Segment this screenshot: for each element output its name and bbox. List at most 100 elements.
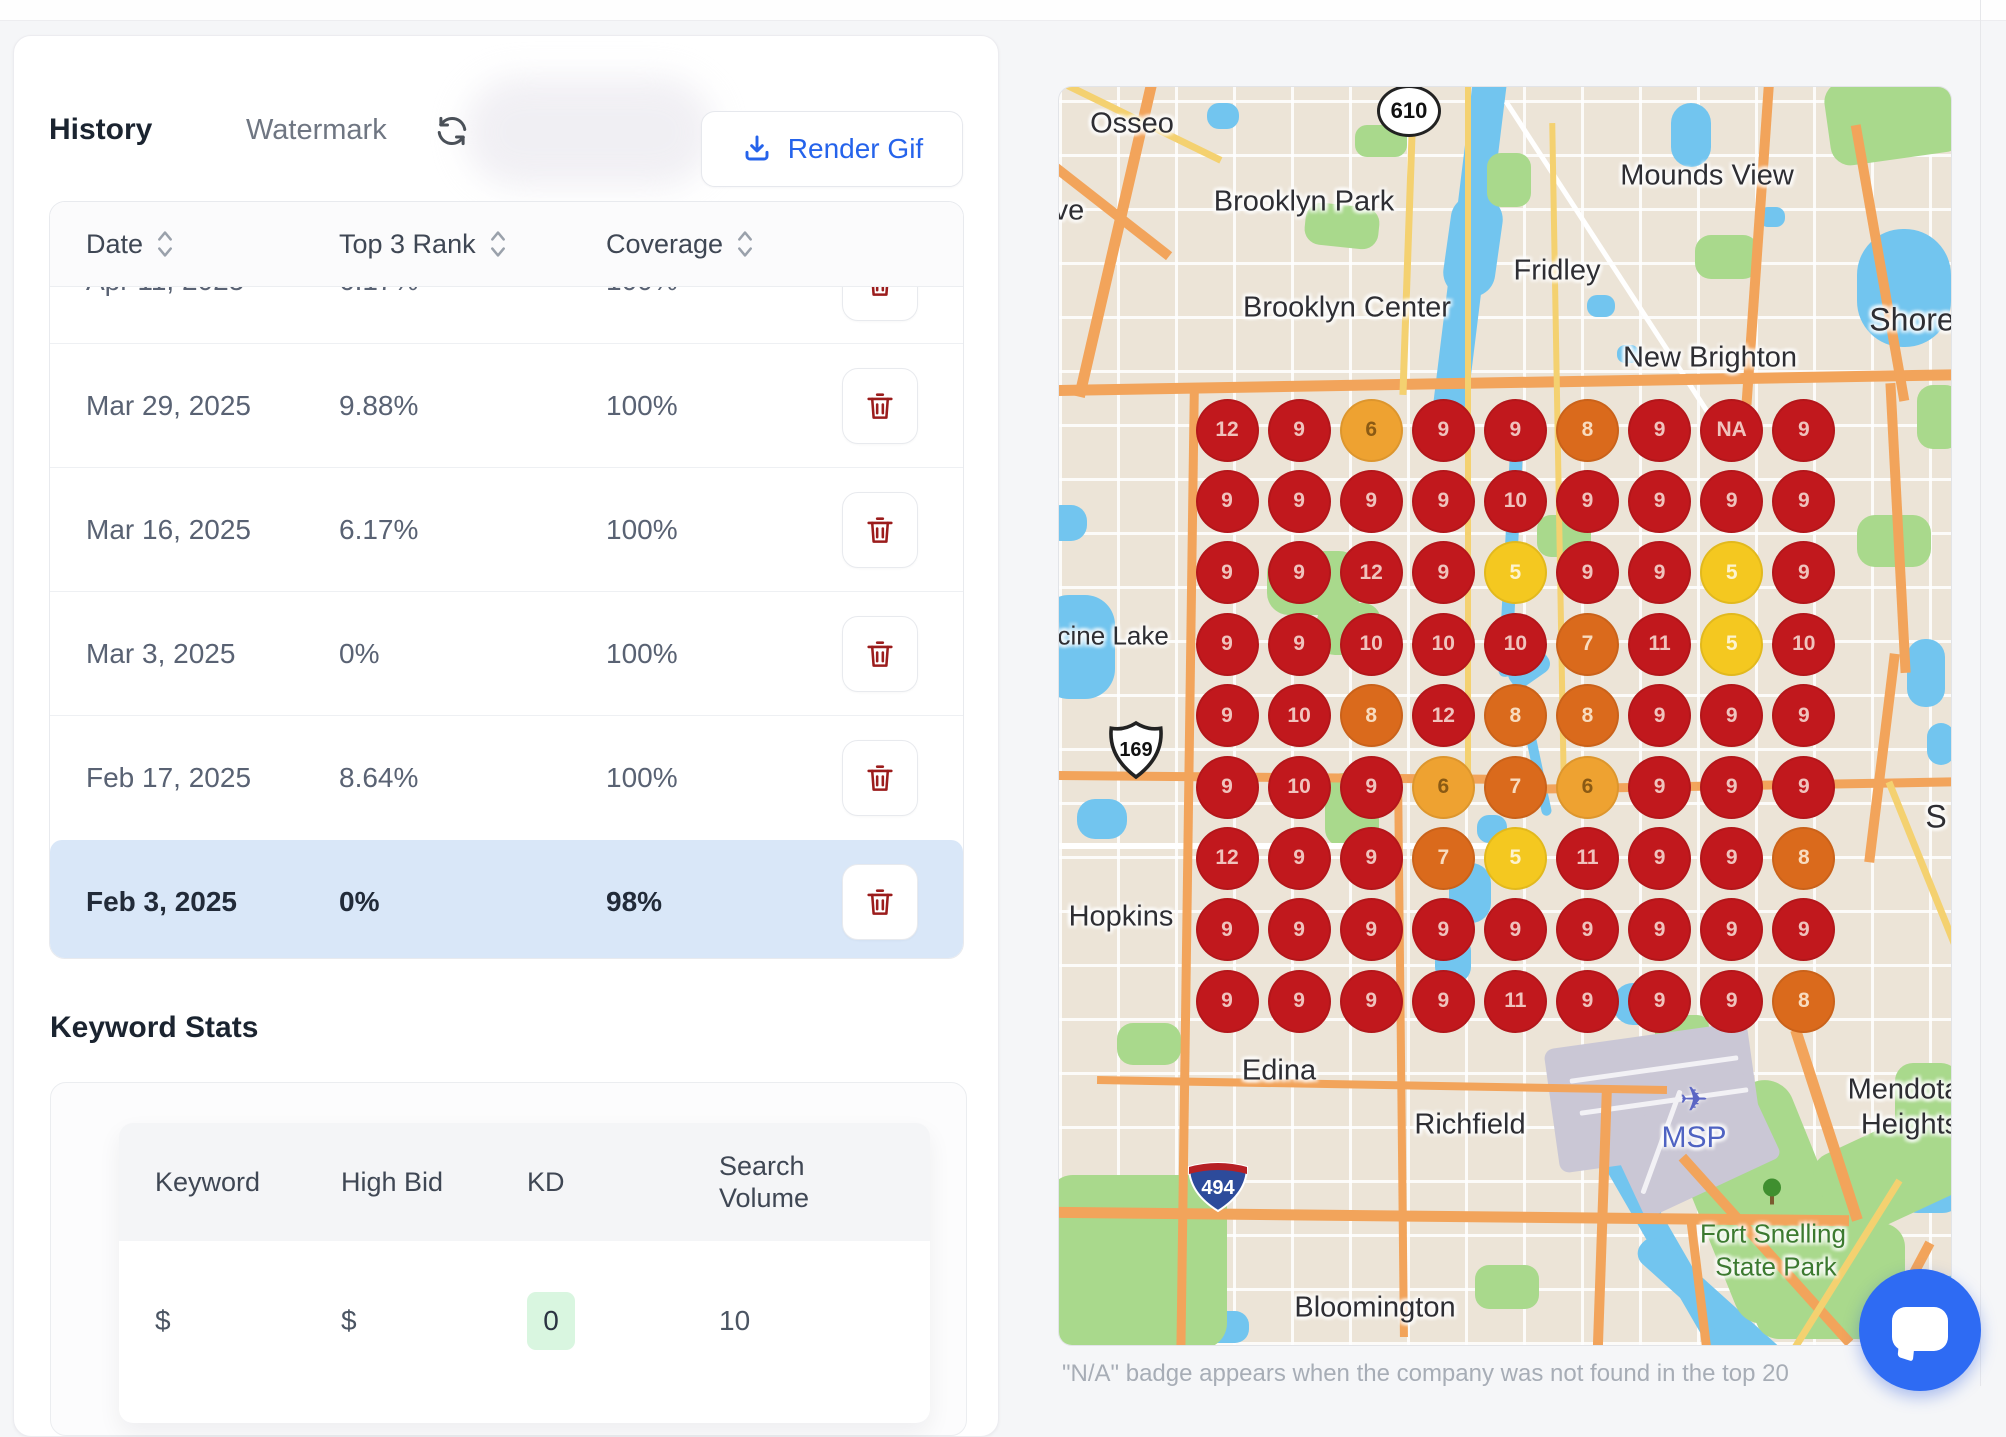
- rank-bubble[interactable]: 9: [1772, 469, 1836, 533]
- rank-bubble[interactable]: 9: [1628, 684, 1692, 748]
- rank-bubble[interactable]: 9: [1628, 969, 1692, 1033]
- rank-bubble[interactable]: 11: [1628, 612, 1692, 676]
- rank-bubble[interactable]: 9: [1772, 541, 1836, 605]
- rank-bubble[interactable]: 9: [1411, 969, 1475, 1033]
- rank-bubble[interactable]: 9: [1195, 541, 1259, 605]
- rank-bubble[interactable]: 9: [1195, 469, 1259, 533]
- rank-bubble[interactable]: 7: [1556, 612, 1619, 676]
- rank-bubble[interactable]: 5: [1483, 826, 1547, 890]
- rank-bubble[interactable]: 10: [1267, 755, 1331, 819]
- rank-bubble[interactable]: 6: [1556, 755, 1619, 819]
- rank-bubble[interactable]: 7: [1411, 826, 1475, 890]
- rank-bubble[interactable]: 9: [1195, 898, 1259, 962]
- history-row-scrolled[interactable]: Apr 11, 2025 6.17% 100%: [50, 287, 963, 343]
- rank-bubble[interactable]: 8: [1483, 684, 1547, 748]
- rank-bubble[interactable]: 9: [1339, 898, 1403, 962]
- rank-bubble[interactable]: 9: [1267, 612, 1331, 676]
- rank-bubble[interactable]: 9: [1628, 898, 1692, 962]
- rank-grid-map[interactable]: 610 169 494 ✈ OsseoveBrooklyn ParkMounds…: [1058, 86, 1952, 1346]
- delete-row-button[interactable]: [842, 367, 918, 444]
- rank-bubble[interactable]: 8: [1772, 826, 1836, 890]
- delete-row-button[interactable]: [842, 739, 918, 816]
- rank-bubble[interactable]: 9: [1267, 541, 1331, 605]
- rank-bubble[interactable]: 9: [1556, 541, 1619, 605]
- rank-bubble[interactable]: 10: [1772, 612, 1836, 676]
- rank-bubble[interactable]: 9: [1772, 755, 1836, 819]
- rank-bubble[interactable]: 9: [1700, 898, 1764, 962]
- rank-bubble[interactable]: 9: [1556, 969, 1619, 1033]
- rank-bubble[interactable]: 11: [1483, 969, 1547, 1033]
- rank-bubble[interactable]: 9: [1628, 469, 1692, 533]
- sort-by-date[interactable]: Date: [86, 202, 175, 286]
- history-row[interactable]: Mar 16, 2025 6.17% 100%: [50, 467, 963, 591]
- rank-bubble[interactable]: 9: [1772, 398, 1836, 462]
- rank-bubble[interactable]: 5: [1700, 541, 1764, 605]
- rank-bubble[interactable]: 9: [1195, 969, 1259, 1033]
- rank-bubble[interactable]: 9: [1628, 398, 1692, 462]
- rank-bubble[interactable]: 8: [1556, 684, 1619, 748]
- rank-bubble[interactable]: 9: [1267, 898, 1331, 962]
- rank-bubble[interactable]: 10: [1339, 612, 1403, 676]
- rank-bubble[interactable]: 9: [1483, 398, 1547, 462]
- rank-bubble[interactable]: 8: [1772, 969, 1836, 1033]
- rank-bubble[interactable]: 9: [1267, 826, 1331, 890]
- rank-bubble[interactable]: 7: [1483, 755, 1547, 819]
- rank-bubble[interactable]: 9: [1628, 541, 1692, 605]
- rank-bubble[interactable]: 8: [1339, 684, 1403, 748]
- sort-by-coverage[interactable]: Coverage: [606, 202, 755, 286]
- rank-bubble[interactable]: 9: [1267, 969, 1331, 1033]
- refresh-watermark-button[interactable]: [434, 113, 470, 149]
- rank-bubble[interactable]: 10: [1267, 684, 1331, 748]
- rank-bubble[interactable]: 6: [1339, 398, 1403, 462]
- rank-bubble[interactable]: 12: [1411, 684, 1475, 748]
- rank-bubble[interactable]: NA: [1700, 398, 1764, 462]
- rank-bubble[interactable]: 9: [1700, 684, 1764, 748]
- rank-bubble[interactable]: 6: [1411, 755, 1475, 819]
- rank-bubble[interactable]: 12: [1195, 826, 1259, 890]
- chat-widget-button[interactable]: [1859, 1269, 1981, 1391]
- rank-bubble[interactable]: 8: [1556, 398, 1619, 462]
- rank-bubble[interactable]: 12: [1339, 541, 1403, 605]
- rank-bubble[interactable]: 9: [1556, 469, 1619, 533]
- history-row-selected[interactable]: Feb 3, 2025 0% 98%: [50, 840, 963, 958]
- rank-bubble[interactable]: 9: [1411, 541, 1475, 605]
- history-row[interactable]: Feb 17, 2025 8.64% 100%: [50, 715, 963, 839]
- rank-bubble[interactable]: 9: [1267, 469, 1331, 533]
- rank-bubble[interactable]: 10: [1483, 612, 1547, 676]
- rank-bubble[interactable]: 9: [1700, 969, 1764, 1033]
- render-gif-button[interactable]: Render Gif: [701, 111, 963, 187]
- rank-bubble[interactable]: 12: [1195, 398, 1259, 462]
- rank-bubble[interactable]: 9: [1339, 826, 1403, 890]
- rank-bubble[interactable]: 9: [1483, 898, 1547, 962]
- rank-bubble[interactable]: 9: [1772, 898, 1836, 962]
- rank-bubble[interactable]: 5: [1483, 541, 1547, 605]
- rank-bubble[interactable]: 11: [1556, 826, 1619, 890]
- rank-bubble[interactable]: 10: [1483, 469, 1547, 533]
- rank-bubble[interactable]: 9: [1411, 469, 1475, 533]
- rank-bubble[interactable]: 5: [1700, 612, 1764, 676]
- rank-bubble[interactable]: 9: [1556, 898, 1619, 962]
- rank-bubble[interactable]: 9: [1339, 755, 1403, 819]
- rank-bubble[interactable]: 9: [1195, 612, 1259, 676]
- rank-bubble[interactable]: 9: [1700, 469, 1764, 533]
- rank-bubble[interactable]: 9: [1700, 826, 1764, 890]
- delete-row-button[interactable]: [842, 615, 918, 692]
- delete-row-button[interactable]: [842, 863, 918, 940]
- rank-bubble[interactable]: 9: [1339, 469, 1403, 533]
- history-row[interactable]: Mar 29, 2025 9.88% 100%: [50, 343, 963, 467]
- delete-row-button[interactable]: [842, 491, 918, 568]
- rank-bubble[interactable]: 9: [1628, 826, 1692, 890]
- history-row[interactable]: Mar 3, 2025 0% 100%: [50, 591, 963, 715]
- rank-bubble[interactable]: 9: [1195, 755, 1259, 819]
- rank-bubble[interactable]: 9: [1628, 755, 1692, 819]
- rank-bubble[interactable]: 9: [1700, 755, 1764, 819]
- rank-bubble[interactable]: 9: [1195, 684, 1259, 748]
- rank-bubble[interactable]: 10: [1411, 612, 1475, 676]
- rank-bubble[interactable]: 9: [1411, 898, 1475, 962]
- rank-bubble[interactable]: 9: [1772, 684, 1836, 748]
- rank-bubble[interactable]: 9: [1411, 398, 1475, 462]
- delete-row-button[interactable]: [842, 287, 918, 321]
- sort-by-top3-rank[interactable]: Top 3 Rank: [339, 202, 508, 286]
- rank-bubble[interactable]: 9: [1267, 398, 1331, 462]
- rank-bubble[interactable]: 9: [1339, 969, 1403, 1033]
